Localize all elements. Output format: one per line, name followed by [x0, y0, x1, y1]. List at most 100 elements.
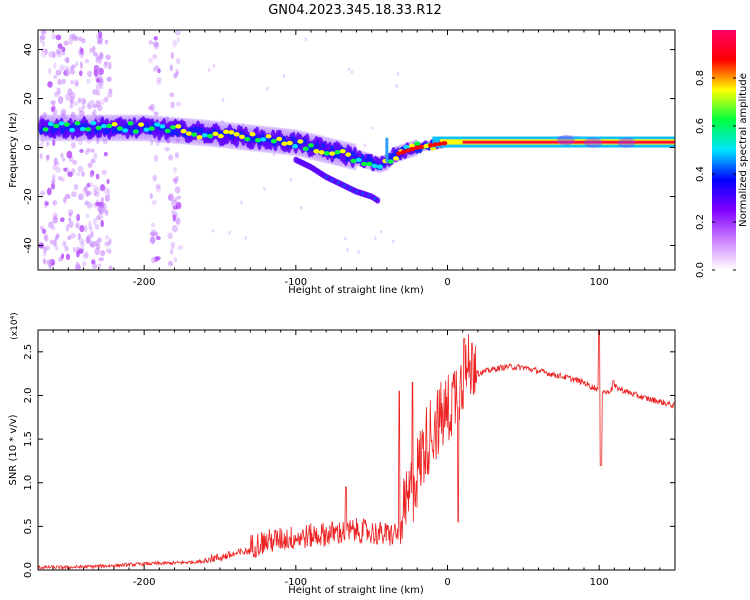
- noise-speck: [395, 84, 398, 88]
- ridge-spot: [69, 127, 76, 133]
- spectrogram-x-label: Height of straight line (km): [288, 285, 424, 296]
- noise-speck: [157, 186, 161, 193]
- noise-speck: [148, 57, 153, 64]
- ridge-spot: [159, 124, 166, 129]
- noise-speck: [74, 81, 79, 86]
- branch-core: [360, 191, 365, 196]
- ridge-core: [290, 135, 295, 143]
- spectrogram-y-tick-label: 40: [23, 43, 34, 56]
- ridge-spot: [308, 143, 314, 148]
- noise-speck: [82, 253, 88, 260]
- ridge-spot: [85, 127, 92, 132]
- snr-series-line: [38, 330, 675, 570]
- noise-speck: [91, 259, 96, 265]
- noise-speck: [84, 58, 90, 64]
- snr-x-tick-label: 0: [444, 577, 450, 588]
- noise-speck: [93, 152, 98, 160]
- noise-speck: [77, 232, 81, 241]
- noise-speck: [79, 50, 85, 59]
- noise-speck: [79, 224, 85, 233]
- noise-speck: [102, 202, 107, 211]
- ridge-spot: [432, 142, 439, 147]
- ridge-spot: [414, 145, 420, 150]
- noise-speck: [51, 33, 57, 40]
- noise-speck: [96, 138, 100, 145]
- noise-speck: [272, 152, 276, 157]
- noise-speck: [93, 69, 98, 77]
- noise-speck: [97, 71, 101, 77]
- noise-speck: [79, 61, 83, 69]
- ridge-spot: [90, 120, 97, 126]
- ridge-core: [281, 135, 286, 143]
- noise-speck: [39, 142, 44, 148]
- noise-speck: [55, 69, 62, 76]
- ridge-core: [193, 126, 198, 133]
- branch-core: [348, 187, 353, 191]
- noise-speck: [72, 246, 77, 253]
- ridge-spot: [53, 123, 60, 129]
- ridge-spot: [95, 125, 102, 131]
- ridge-core: [130, 128, 135, 135]
- noise-speck: [68, 37, 73, 45]
- noise-speck: [171, 199, 178, 208]
- noise-speck: [41, 41, 46, 47]
- noise-speck: [41, 139, 45, 144]
- noise-speck: [66, 150, 73, 159]
- noise-speck: [108, 61, 112, 70]
- noise-speck: [155, 183, 159, 192]
- noise-speck: [68, 212, 72, 218]
- noise-speck: [93, 189, 98, 196]
- ridge-spot: [350, 158, 357, 164]
- spectrogram-ridge: [38, 114, 675, 173]
- spectrogram-x-tick-label: -200: [133, 277, 156, 288]
- ridge-spot: [148, 126, 155, 131]
- ridge-core: [175, 130, 180, 137]
- ridge-spot: [361, 161, 368, 167]
- noise-speck: [53, 62, 57, 70]
- figure-title: GN04.2023.345.18.33.R12: [268, 3, 442, 18]
- noise-speck: [263, 187, 266, 191]
- ridge-core: [39, 128, 44, 135]
- ridge-spot: [355, 157, 362, 163]
- noise-speck: [90, 148, 95, 153]
- noise-speck: [92, 184, 98, 191]
- ridge-spot: [42, 127, 49, 132]
- noise-speck: [69, 95, 74, 102]
- snr-x-tick-label: -200: [133, 577, 156, 588]
- stable-band-blob: [556, 135, 575, 146]
- ridge-spot: [180, 128, 187, 134]
- noise-speck: [67, 235, 72, 240]
- noise-speck: [76, 171, 80, 177]
- noise-speck: [60, 108, 66, 115]
- spectrogram-y-tick-label: -20: [23, 188, 34, 204]
- noise-speck: [86, 103, 92, 109]
- ridge-spot: [396, 151, 402, 156]
- noise-speck: [108, 265, 113, 270]
- ridge-core: [315, 141, 320, 149]
- noise-speck: [63, 65, 70, 71]
- ridge-core: [351, 150, 356, 158]
- noise-speck: [374, 236, 377, 241]
- noise-speck: [88, 225, 93, 232]
- noise-speck: [167, 232, 173, 240]
- noise-speck: [150, 236, 155, 245]
- ridge-spot: [169, 125, 176, 130]
- stable-band-blob: [584, 137, 603, 148]
- noise-speck: [41, 50, 47, 58]
- noise-speck: [71, 168, 76, 175]
- spectrogram-x-tick-label: 0: [444, 277, 450, 288]
- noise-speck: [155, 256, 161, 261]
- noise-speck: [177, 245, 184, 250]
- ridge-spot: [318, 150, 325, 155]
- noise-speck: [93, 263, 98, 269]
- noise-speck: [240, 200, 243, 205]
- noise-speck: [379, 230, 383, 234]
- branch-core: [342, 184, 347, 188]
- ridge-core: [105, 128, 110, 135]
- noise-speck: [96, 39, 102, 45]
- noise-speck: [105, 248, 112, 253]
- ridge-spot: [409, 146, 416, 152]
- noise-speck: [104, 39, 109, 45]
- noise-speck: [153, 111, 159, 116]
- noise-speck: [101, 98, 105, 106]
